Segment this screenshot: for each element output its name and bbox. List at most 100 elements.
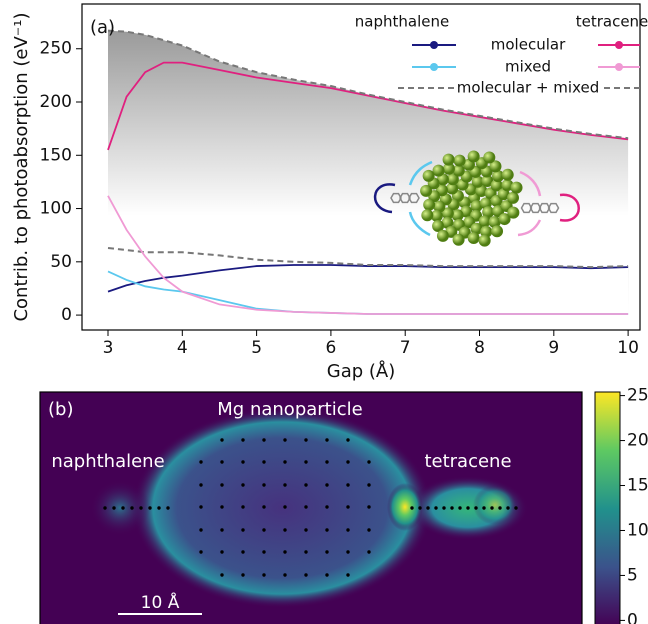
y-tick-label: 0 <box>61 305 72 325</box>
atom <box>488 216 501 229</box>
annotation: Mg nanoparticle <box>217 399 362 420</box>
panel-b: (b) Mg nanoparticle naphthalene tetracene 10… <box>39 386 648 624</box>
molecule-ring <box>408 192 420 204</box>
atom-dot <box>506 506 510 510</box>
atom-dot <box>199 483 203 487</box>
atom-dot <box>262 483 266 487</box>
atom-dot <box>346 528 350 532</box>
atom-dot <box>262 528 266 532</box>
atom-dot <box>325 438 329 442</box>
atom-dot <box>367 483 371 487</box>
atom-dot <box>121 506 125 510</box>
atom-dot <box>241 550 245 554</box>
y-tick-label: 200 <box>40 92 72 112</box>
molecule-ring <box>390 192 402 204</box>
atom-dot <box>325 528 329 532</box>
atom-dot <box>262 573 266 577</box>
colorbar-tick-label: 25 <box>627 386 648 406</box>
atom-dot <box>490 506 494 510</box>
scale-bar-label: 10 Å <box>141 591 180 613</box>
x-tick-label: 10 <box>617 338 639 358</box>
legend-header: tetracene <box>576 13 648 31</box>
atom-dot <box>304 438 308 442</box>
y-tick-label: 100 <box>40 199 72 219</box>
atom <box>442 153 455 166</box>
series-line <box>107 264 629 293</box>
atom <box>507 191 520 204</box>
atom-dot <box>325 483 329 487</box>
atom <box>501 168 514 181</box>
atom <box>433 200 446 213</box>
atom-dot <box>304 550 308 554</box>
atom-dot <box>426 506 430 510</box>
atom <box>451 209 464 222</box>
atom-dot <box>241 438 245 442</box>
annotation: naphthalene <box>51 451 164 472</box>
atom-dot <box>220 550 224 554</box>
atom-dot <box>283 460 287 464</box>
atom-dot <box>367 460 371 464</box>
atom-dot <box>346 460 350 464</box>
colorbar-tick-label: 5 <box>627 565 638 585</box>
atom-dot <box>166 506 170 510</box>
colorbar-tick-label: 10 <box>627 520 648 540</box>
atom-dot <box>367 550 371 554</box>
atom-dot <box>220 438 224 442</box>
atom-positions <box>103 438 518 577</box>
y-tick-label: 50 <box>50 252 72 272</box>
panel-label: (b) <box>48 399 73 420</box>
atom <box>482 206 495 219</box>
series-line <box>107 246 629 269</box>
atom <box>470 200 483 213</box>
legend-dot <box>615 63 623 71</box>
atom-dot <box>325 573 329 577</box>
x-tick-label: 8 <box>474 338 485 358</box>
atom <box>430 209 443 222</box>
density-blob <box>473 485 517 525</box>
atom-dot <box>346 550 350 554</box>
inset-arrow <box>519 170 542 197</box>
atom <box>446 173 459 186</box>
atom-dot <box>450 506 454 510</box>
atom-dot <box>304 573 308 577</box>
atom-dot <box>199 550 203 554</box>
atom-dot <box>283 505 287 509</box>
atom-dot <box>442 506 446 510</box>
atom <box>478 215 491 228</box>
series-line <box>107 195 629 315</box>
atom-dot <box>130 506 134 510</box>
atom-dot <box>498 506 502 510</box>
atom-dot <box>262 438 266 442</box>
x-tick-label: 6 <box>325 338 336 358</box>
atom <box>441 207 454 220</box>
atom <box>421 209 434 222</box>
atom <box>490 179 503 192</box>
atom-dot <box>325 460 329 464</box>
legend-label: mixed <box>505 58 551 76</box>
atom-dot <box>367 528 371 532</box>
atom-dot <box>262 460 266 464</box>
shaded-area <box>108 30 629 316</box>
legend-dot <box>430 41 438 49</box>
atom <box>510 181 523 194</box>
atom <box>432 220 445 233</box>
colorbar-tick-label: 15 <box>627 476 648 496</box>
x-tick-label: 9 <box>548 338 559 358</box>
atom <box>498 213 511 226</box>
atom <box>471 175 484 188</box>
atom-dot <box>112 506 116 510</box>
atom-dot <box>304 483 308 487</box>
x-tick-label: 7 <box>400 338 411 358</box>
atom-dot <box>220 460 224 464</box>
legend-header: naphthalene <box>355 13 449 31</box>
atom-dot <box>199 460 203 464</box>
density-blob <box>90 480 150 536</box>
colorbar-tick-label: 20 <box>627 431 648 451</box>
atom-dot <box>304 460 308 464</box>
atom-dot <box>410 506 414 510</box>
atom <box>467 232 480 245</box>
series-line <box>107 61 629 151</box>
molecule-ring <box>399 192 411 204</box>
atom <box>480 225 493 238</box>
